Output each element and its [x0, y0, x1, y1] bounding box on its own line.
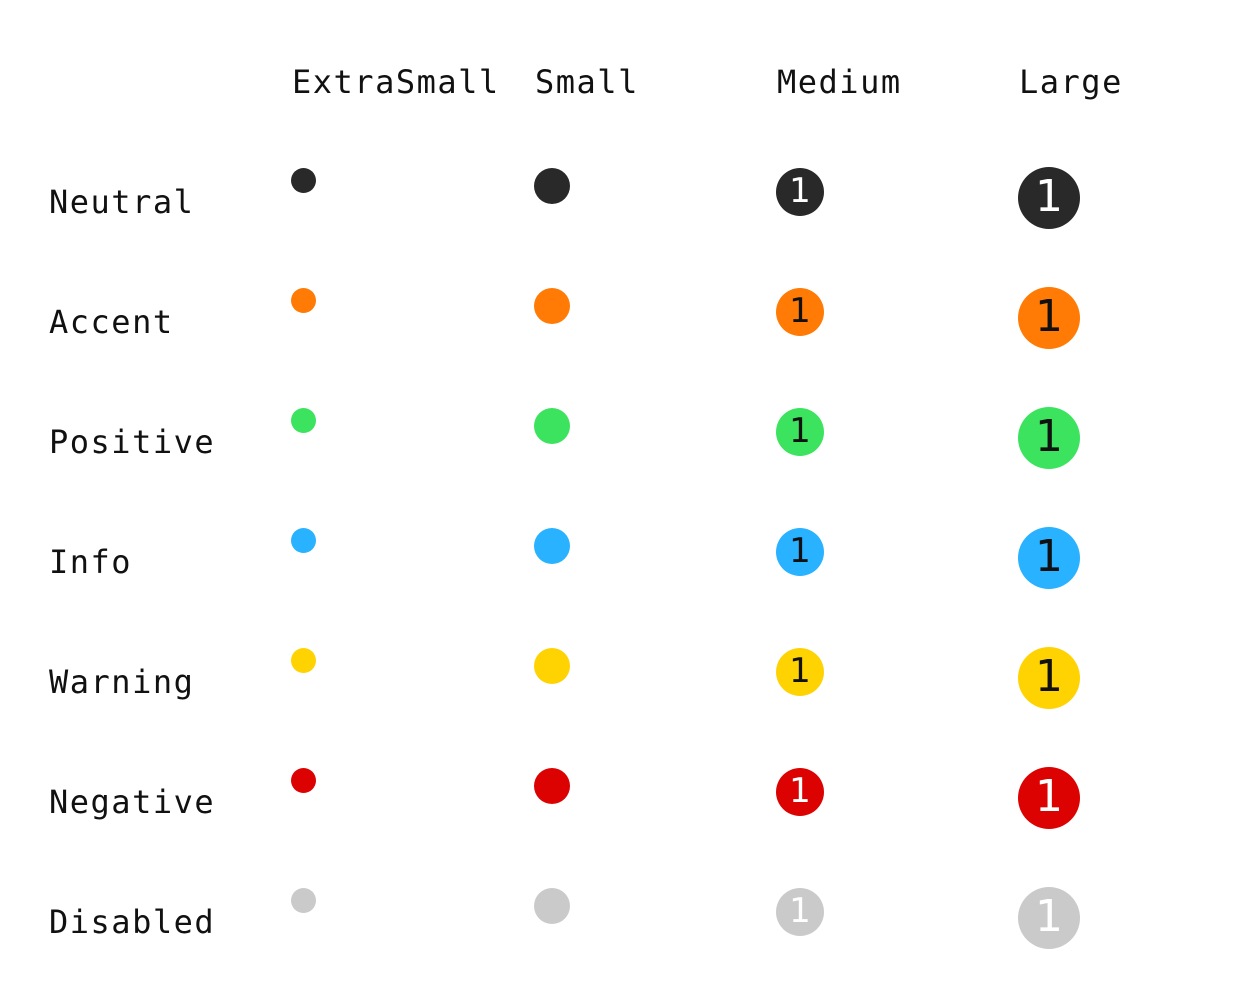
badge-warning-extrasmall [290, 648, 316, 673]
row-label-negative: Negative [49, 783, 216, 821]
badge-accent-large: 1 [1018, 287, 1080, 349]
badge-neutral-extrasmall [290, 168, 316, 193]
badge-neutral-small [534, 168, 570, 204]
badge-positive-medium: 1 [776, 408, 824, 456]
badge-disabled-small [534, 888, 570, 924]
badge-info-extrasmall [290, 528, 316, 553]
badge-info-small [534, 528, 570, 564]
badge-count: 1 [789, 171, 811, 211]
badge-warning-large: 1 [1018, 647, 1080, 709]
badge-count: 1 [1035, 291, 1063, 342]
badge-neutral-large: 1 [1018, 167, 1080, 229]
badge-negative-small [534, 768, 570, 804]
badge-count: 1 [1035, 891, 1063, 942]
row-label-info: Info [49, 543, 133, 581]
badge-info-medium: 1 [776, 528, 824, 576]
row-label-disabled: Disabled [49, 903, 216, 941]
badge-warning-small [534, 648, 570, 684]
badge-accent-extrasmall [290, 288, 316, 313]
badge-disabled-extrasmall [290, 888, 316, 913]
badge-negative-extrasmall [290, 768, 316, 793]
badge-count: 1 [789, 771, 811, 811]
row-label-neutral: Neutral [49, 183, 195, 221]
badge-count: 1 [789, 291, 811, 331]
badge-count: 1 [1035, 531, 1063, 582]
badge-positive-extrasmall [290, 408, 316, 433]
badge-accent-medium: 1 [776, 288, 824, 336]
badge-count: 1 [789, 891, 811, 931]
badge-disabled-large: 1 [1018, 887, 1080, 949]
badge-accent-small [534, 288, 570, 324]
badge-count: 1 [1035, 651, 1063, 702]
badge-positive-small [534, 408, 570, 444]
badge-neutral-medium: 1 [776, 168, 824, 216]
badge-count: 1 [789, 411, 811, 451]
badge-negative-large: 1 [1018, 767, 1080, 829]
badge-count: 1 [1035, 771, 1063, 822]
badge-count: 1 [789, 651, 811, 691]
column-header-medium: Medium [777, 63, 902, 101]
badge-warning-medium: 1 [776, 648, 824, 696]
column-header-extrasmall: ExtraSmall [292, 63, 500, 101]
row-label-positive: Positive [49, 423, 216, 461]
badge-count: 1 [789, 531, 811, 571]
badge-count: 1 [1035, 171, 1063, 222]
row-label-warning: Warning [49, 663, 195, 701]
badge-count: 1 [1035, 411, 1063, 462]
column-header-small: Small [535, 63, 639, 101]
column-header-large: Large [1019, 63, 1123, 101]
badge-positive-large: 1 [1018, 407, 1080, 469]
badge-disabled-medium: 1 [776, 888, 824, 936]
row-label-accent: Accent [49, 303, 174, 341]
badge-info-large: 1 [1018, 527, 1080, 589]
badge-negative-medium: 1 [776, 768, 824, 816]
